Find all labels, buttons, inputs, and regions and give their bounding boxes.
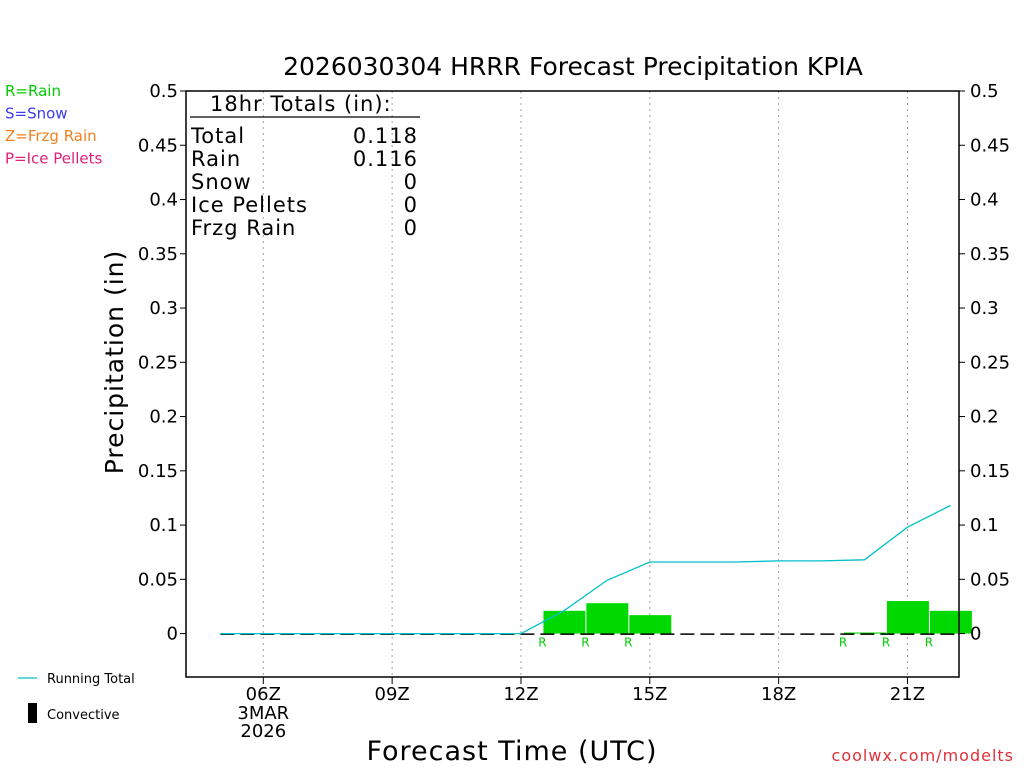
precip-type-marker: R [581, 636, 589, 650]
bar-series [543, 601, 972, 634]
rain-bar [844, 632, 886, 634]
totals-row-label: Snow [191, 170, 252, 194]
totals-box: 18hr Totals (in): Total 0.118 Rain 0.116 Sno… [190, 92, 420, 240]
y-tick-label-right: 0.3 [970, 298, 999, 319]
y-tick-label-right: 0.4 [970, 190, 999, 211]
y-tick-label-right: 0.2 [970, 407, 999, 428]
totals-row-value: 0 [404, 193, 418, 217]
x-tick-label: 18Z [761, 684, 796, 705]
y-tick-label-right: 0.15 [970, 461, 1010, 482]
y-tick-label-right: 0.05 [970, 569, 1010, 590]
totals-row-value: 0.118 [353, 124, 418, 148]
rain-bar [629, 615, 672, 634]
y-tick-label: 0.25 [138, 352, 178, 373]
x-tick-label: 15Z [632, 684, 667, 705]
y-axis-label: Precipitation (in) [100, 250, 129, 475]
running-total-line [220, 504, 951, 635]
precip-type-marker: R [882, 636, 890, 650]
totals-row-value: 0 [404, 170, 418, 194]
type-legend-item: S=Snow [5, 105, 68, 123]
grid-lines [262, 91, 908, 677]
precip-type-marker: R [839, 636, 847, 650]
line-legend: Running Total Convective [18, 672, 135, 723]
precip-type-marker: R [624, 636, 632, 650]
totals-row-value: 0.116 [353, 147, 418, 171]
totals-heading: 18hr Totals (in): [210, 92, 392, 116]
precip-type-marker: R [538, 636, 546, 650]
type-legend-item: R=Rain [5, 82, 61, 100]
rain-bar [586, 603, 629, 634]
x-tick-label: 06Z [246, 684, 281, 705]
convective-swatch [28, 703, 37, 723]
convective-legend-label: Convective [47, 708, 120, 723]
y-axis-ticks: 0 00.05 0.050.1 0.10.15 0.150.2 0.20.25 0.250.… [138, 81, 1010, 645]
rain-bar [886, 601, 929, 634]
totals-row-label: Total [190, 124, 245, 148]
y-tick-label: 0.5 [149, 81, 178, 102]
rain-bar [543, 610, 586, 634]
y-tick-label: 0 [167, 624, 178, 645]
y-tick-label: 0.1 [149, 515, 178, 536]
x-tick-label: 09Z [375, 684, 410, 705]
type-legend-item: P=Ice Pellets [5, 150, 102, 168]
running-total-legend-label: Running Total [47, 672, 135, 687]
y-tick-label-right: 0.35 [970, 244, 1010, 265]
totals-row-label: Ice Pellets [191, 193, 308, 217]
y-tick-label-right: 0.25 [970, 352, 1010, 373]
credit-text: coolwx.com/modelts [832, 746, 1014, 765]
y-tick-label-right: 0 [970, 624, 981, 645]
y-tick-label: 0.3 [149, 298, 178, 319]
running-total-series [220, 504, 951, 635]
y-tick-label: 0.15 [138, 461, 178, 482]
y-tick-label-right: 0.5 [970, 81, 999, 102]
x-date-label: 3MAR [237, 703, 289, 724]
rain-bar [929, 610, 972, 634]
y-tick-label-right: 0.45 [970, 135, 1010, 156]
y-tick-label: 0.4 [149, 190, 178, 211]
totals-row-label: Frzg Rain [191, 216, 296, 240]
x-tick-label: 21Z [890, 684, 925, 705]
x-axis-label: Forecast Time (UTC) [366, 736, 657, 767]
y-tick-label: 0.45 [138, 135, 178, 156]
plot-frame [185, 90, 960, 678]
precip-type-legend: R=Rain S=Snow Z=Frzg Rain P=Ice Pellets [5, 82, 102, 168]
totals-row-value: 0 [404, 216, 418, 240]
chart-title: 2026030304 HRRR Forecast Precipitation K… [283, 52, 863, 81]
type-legend-item: Z=Frzg Rain [5, 127, 97, 145]
y-tick-label: 0.05 [138, 569, 178, 590]
y-tick-label: 0.2 [149, 407, 178, 428]
totals-row-label: Rain [191, 147, 241, 171]
x-date-label: 2026 [240, 721, 286, 742]
y-tick-label-right: 0.1 [970, 515, 999, 536]
precip-type-marker: R [925, 636, 933, 650]
y-tick-label: 0.35 [138, 244, 178, 265]
x-tick-label: 12Z [503, 684, 538, 705]
